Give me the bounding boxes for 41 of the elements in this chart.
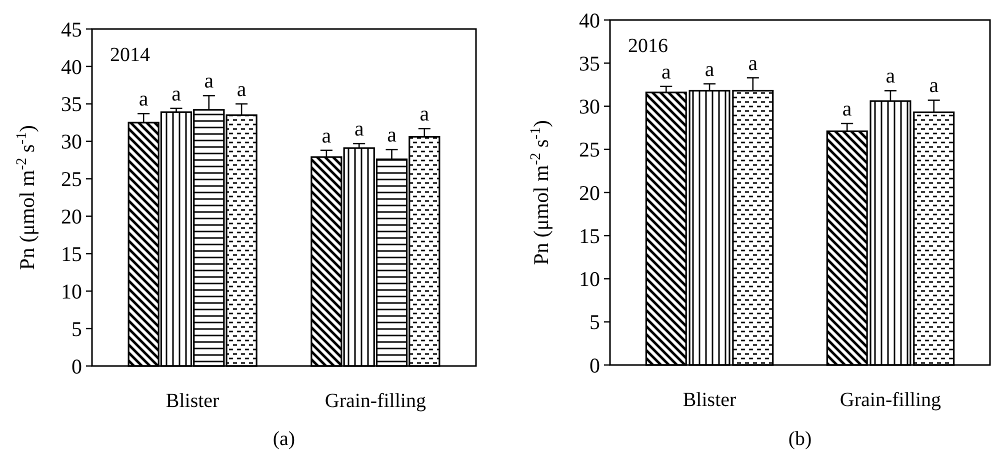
y-tick-label: 5 (590, 310, 600, 334)
annotation: a (704, 56, 715, 81)
annotation: a (172, 81, 182, 106)
annotation: a (204, 68, 214, 93)
y-tick-label: 15 (61, 242, 82, 266)
annotation: a (842, 96, 852, 120)
annotation: a (354, 116, 364, 141)
y-tick-label: 30 (61, 130, 82, 154)
annotation: a (322, 123, 332, 148)
y-tick-label: 40 (61, 54, 82, 79)
x-tick-label: Grain-filling (840, 389, 942, 411)
y-tick-label: 35 (61, 92, 82, 116)
annotation: a (420, 102, 430, 126)
annotation: 2016 (628, 35, 668, 57)
y-tick-label: 30 (579, 94, 600, 119)
y-tick-label: 10 (61, 279, 82, 304)
y-tick-label: 45 (61, 17, 82, 42)
x-tick-label: Blister (166, 390, 220, 412)
annotation: a (748, 50, 758, 75)
x-tick-label: Blister (682, 389, 737, 411)
y-tick-label: 25 (61, 167, 82, 192)
annotation: 2014 (110, 44, 150, 66)
annotation: a (387, 122, 398, 147)
y-tick-label: 25 (579, 138, 600, 162)
annotation: a (236, 76, 247, 101)
annotation: a (929, 73, 940, 98)
annotation: a (886, 64, 896, 88)
text: (a) (272, 428, 296, 450)
annotation: a (138, 86, 149, 111)
y-tick-label: 0 (72, 354, 82, 378)
y-tick-label: 20 (61, 204, 82, 229)
y-tick-label: 40 (579, 8, 600, 32)
y-tick-label: 10 (579, 267, 600, 292)
y-tick-label: 5 (72, 316, 82, 341)
y-tick-label: 20 (579, 180, 600, 205)
annotation: a (661, 59, 672, 84)
y-tick-label: 15 (579, 224, 600, 248)
y-tick-label: 35 (579, 51, 600, 76)
x-tick-label: Grain-filling (324, 390, 426, 412)
text: (b) (788, 428, 812, 450)
y-tick-label: 0 (590, 353, 600, 378)
